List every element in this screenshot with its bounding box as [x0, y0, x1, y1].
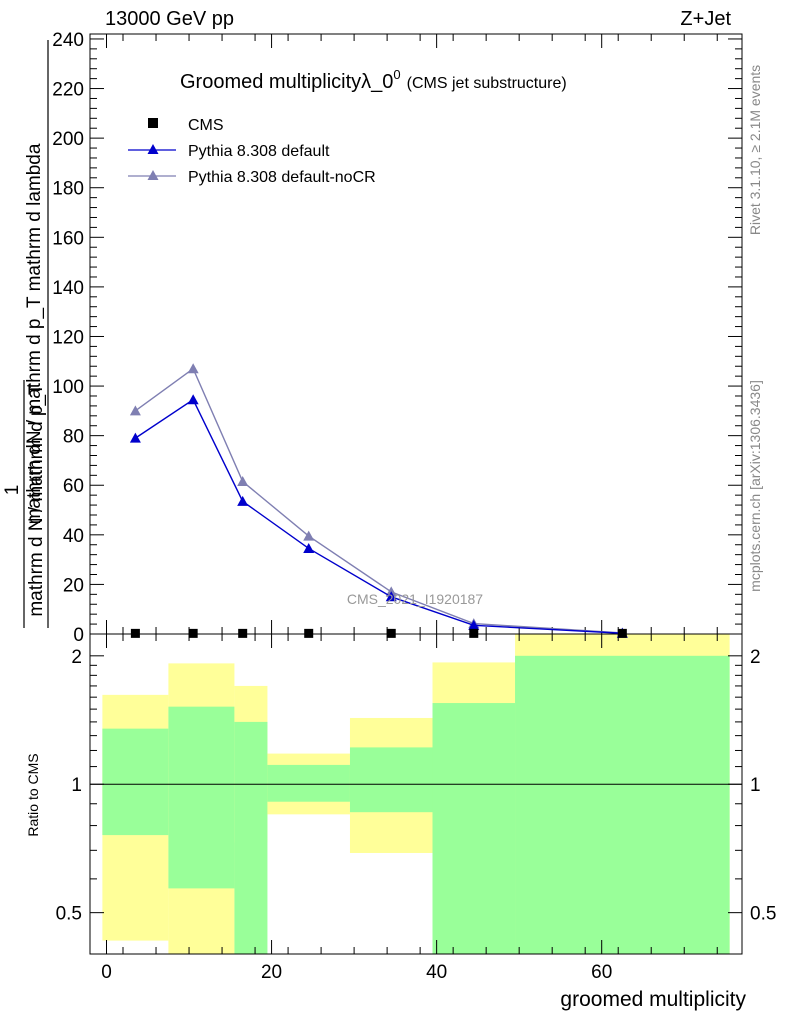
ratio-band-green-1: [168, 706, 235, 889]
main-y-tick-label-10: 200: [52, 129, 84, 150]
series-1-point-1: [187, 394, 199, 405]
main-y-tick-label-9: 180: [52, 179, 84, 200]
main-y-tick-label-5: 100: [52, 377, 84, 398]
main-y-tick-label-3: 60: [63, 476, 84, 497]
main-y-tick-label-12: 240: [52, 30, 84, 51]
cms-point-0: [130, 628, 140, 638]
ratio-band-green-2: [234, 721, 268, 954]
x-tick-label-3: 60: [591, 962, 612, 983]
ratio-band-green-0: [102, 728, 169, 836]
x-tick-label-1: 20: [261, 962, 282, 983]
ratio-band-green-4: [349, 747, 433, 813]
series-1-point-4: [385, 591, 397, 602]
cms-point-4: [386, 628, 396, 638]
ratio-y-tick-label-1: 1: [71, 775, 82, 796]
cms-point-1: [188, 628, 198, 638]
ratio-band-green-6: [515, 655, 730, 954]
plot-title-symbol: λ_0: [361, 71, 393, 93]
process-label: Z+Jet: [680, 8, 731, 30]
ratio-band-green-3: [267, 764, 350, 802]
series-1-point-3: [303, 542, 315, 553]
y-label-bottom: mathrm d N / mathrm d p_T: [26, 383, 47, 617]
plot-title-superscript: 0: [393, 67, 400, 82]
plot-title-note: (CMS jet substructure): [407, 75, 567, 92]
main-y-axis-ticks: 0 20 40 60 80 100 120 140 160 180 200 220 240: [52, 30, 742, 646]
analysis-watermark: CMS_2021_I1920187: [347, 591, 483, 607]
main-y-tick-label-1: 20: [63, 575, 84, 596]
legend-cms-label: CMS: [188, 117, 224, 134]
legend-default-marker: [147, 144, 159, 154]
main-y-tick-label-0: 0: [73, 625, 84, 646]
x-axis-ticks: 0 20 40 60: [89, 34, 718, 983]
series-1-point-5: [468, 619, 480, 630]
main-y-tick-label-11: 220: [52, 80, 84, 101]
plot-title-main: Groomed multiplicity: [180, 71, 361, 93]
main-y-tick-label-4: 80: [63, 427, 84, 448]
ratio-y-tick-label-0: 0.5: [56, 904, 82, 925]
series-2-point-3: [303, 530, 315, 541]
plot-title: Groomed multiplicityλ_00 (CMS jet substru…: [180, 67, 567, 93]
series-layer: [129, 363, 628, 638]
main-y-tick-label-8: 160: [52, 228, 84, 249]
y-label-numerator: 1: [2, 485, 23, 496]
main-y-tick-label-2: 40: [63, 526, 84, 547]
legend-nocr-marker: [147, 170, 159, 180]
x-tick-label-0: 0: [101, 962, 112, 983]
rivet-version-text: Rivet 3.1.10, ≥ 2.1M events: [747, 65, 763, 235]
ratio-y-tick-label-right-2: 2: [750, 647, 761, 668]
ratio-y-axis-ticks: 0.5 0.5 1 1 2 2: [56, 647, 777, 925]
x-tick-label-2: 40: [426, 962, 447, 983]
main-y-tick-label-6: 120: [52, 327, 84, 348]
cms-point-6: [617, 628, 627, 638]
ratio-y-tick-label-right-1: 1: [750, 775, 761, 796]
series-2-point-0: [129, 405, 141, 416]
cms-point-2: [238, 628, 248, 638]
series-1-point-2: [237, 495, 249, 506]
ratio-bands: [102, 634, 730, 954]
legend: CMS Pythia 8.308 default Pythia 8.308 de…: [128, 117, 376, 186]
energy-label: 13000 GeV pp: [105, 8, 234, 30]
x-axis-label: groomed multiplicity: [560, 988, 746, 1011]
mcplots-source-text: mcplots.cern.ch [arXiv:1306.3436]: [747, 380, 763, 592]
series-2-point-1: [187, 363, 199, 374]
series-1-point-0: [129, 432, 141, 443]
legend-cms-marker: [148, 118, 158, 128]
ratio-y-axis-label: Ratio to CMS: [25, 753, 41, 836]
cms-point-3: [304, 628, 314, 638]
ratio-plot-frame: [89, 633, 743, 955]
main-y-axis-label: mathrm dN / mathrm d p_T mathrm d lambda…: [2, 40, 49, 628]
cms-point-5: [469, 628, 479, 638]
main-y-tick-label-7: 140: [52, 278, 84, 299]
ratio-y-tick-label-right-0: 0.5: [750, 904, 776, 925]
y-label-top: mathrm dN / mathrm d p_T mathrm d lambda: [24, 143, 45, 524]
ratio-y-tick-label-2: 2: [71, 647, 82, 668]
series-2-point-2: [237, 476, 249, 487]
legend-nocr-label: Pythia 8.308 default-noCR: [188, 169, 376, 186]
legend-default-label: Pythia 8.308 default: [188, 143, 330, 160]
ratio-band-green-5: [432, 703, 516, 954]
